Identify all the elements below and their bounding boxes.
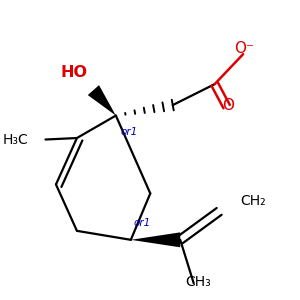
Text: HO: HO	[60, 64, 87, 80]
Text: O: O	[222, 98, 234, 112]
Text: O⁻: O⁻	[235, 41, 255, 56]
Polygon shape	[88, 85, 116, 116]
Polygon shape	[131, 232, 180, 247]
Text: or1: or1	[120, 127, 138, 137]
Text: H₃C: H₃C	[3, 133, 28, 146]
Text: CH₂: CH₂	[240, 194, 266, 208]
Text: or1: or1	[134, 218, 151, 228]
Text: CH₃: CH₃	[185, 275, 211, 289]
